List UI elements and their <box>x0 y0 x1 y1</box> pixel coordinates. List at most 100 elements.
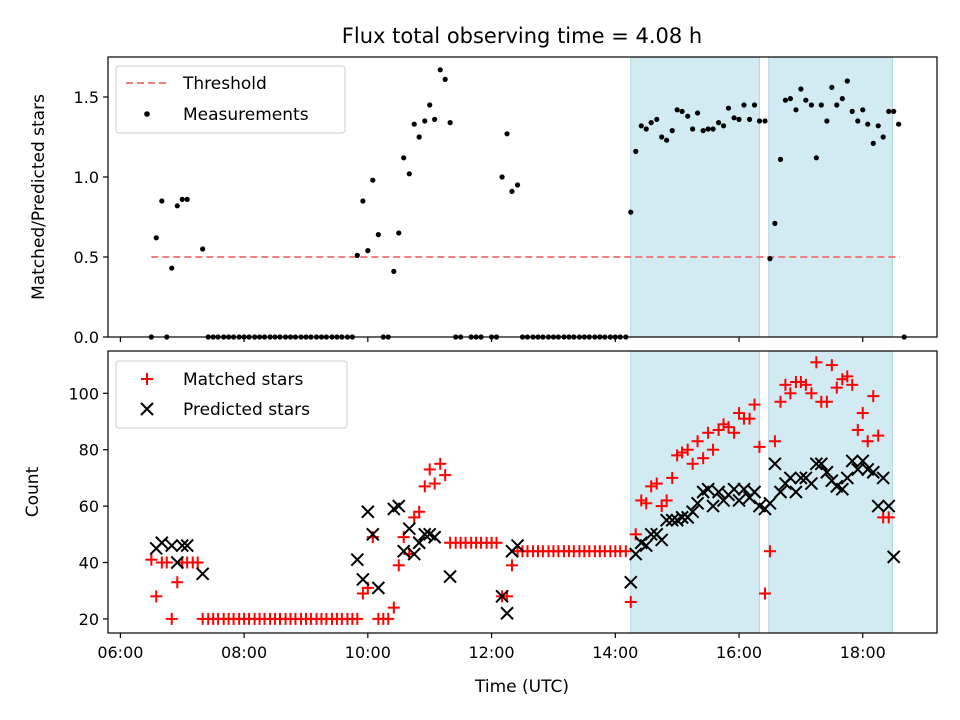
measurements-legend-label: Measurements <box>183 105 309 125</box>
measurement-point <box>690 126 696 132</box>
top-panel: 0.0 0.5 1.0 1.5 Matched/Predicted stars Thr… <box>29 56 938 347</box>
measurement-point <box>860 107 866 113</box>
predicted-star-point <box>397 544 411 558</box>
x-axis-label: Time (UTC) <box>474 677 569 697</box>
matched-star-point <box>676 446 689 459</box>
measurement-point <box>880 134 886 140</box>
measurement-point <box>896 121 902 127</box>
predicted-star-point <box>412 536 426 550</box>
y-tick-label: 100 <box>68 384 99 403</box>
predicted-star-point <box>659 513 674 527</box>
predicted-star-point <box>876 471 890 485</box>
measurement-point <box>427 102 433 108</box>
measurement-point <box>865 121 871 127</box>
measurement-point <box>849 108 855 114</box>
x-tick-label: 12:00 <box>469 643 515 662</box>
y-tick-label: 0.5 <box>74 248 99 267</box>
predicted-star-point <box>835 482 850 496</box>
matched-star-point <box>707 443 720 456</box>
top-panel-frame <box>107 56 938 338</box>
matched-star-point <box>160 556 173 569</box>
predicted-star-point <box>356 572 370 587</box>
x-tick-label: 06:00 <box>97 643 143 662</box>
predicted-star-point <box>871 499 885 513</box>
matched-star-point <box>851 423 864 436</box>
top-y-axis-label: Matched/Predicted stars <box>29 94 49 300</box>
predicted-star-point <box>856 454 870 468</box>
matched-star-point <box>697 452 710 465</box>
measurement-point <box>184 196 190 202</box>
predicted-star-point <box>629 547 643 561</box>
measurement-point <box>710 126 716 132</box>
bottom-y-axis-label: Count <box>23 466 43 517</box>
measurement-point <box>153 235 159 241</box>
predicted-star-point <box>685 505 700 519</box>
matched-legend-marker <box>141 373 153 385</box>
predicted-star-point <box>165 538 179 553</box>
matched-star-point <box>753 440 766 453</box>
x-tick-label: 14:00 <box>592 643 638 662</box>
predicted-star-point <box>851 462 865 477</box>
measurement-point <box>499 174 505 180</box>
shaded-interval-2 <box>768 350 893 634</box>
predicted-star-point <box>624 575 638 589</box>
top-legend-box <box>115 65 346 134</box>
x-tick-label: 16:00 <box>716 643 762 662</box>
measurement-point <box>855 118 861 124</box>
predicted-star-point <box>443 569 457 584</box>
predicted-star-point <box>392 499 406 513</box>
predicted-star-point <box>882 499 896 513</box>
predicted-star-point <box>768 457 782 471</box>
predicted-star-point <box>361 505 375 519</box>
predicted-star-point <box>644 527 658 542</box>
predicted-star-point <box>737 482 751 496</box>
matched-star-point <box>434 457 447 470</box>
predicted-star-point <box>732 493 746 508</box>
measurement-point <box>839 96 845 102</box>
measurement-point <box>174 203 180 209</box>
predicted-star-point <box>727 482 741 496</box>
matched-star-point <box>505 559 518 572</box>
measurement-point <box>416 134 422 140</box>
measurement-point <box>705 126 711 132</box>
matched-star-point <box>759 587 772 600</box>
measurement-point <box>628 209 634 215</box>
measurement-point <box>169 265 175 271</box>
measurement-point <box>751 102 758 108</box>
matched-star-point <box>165 612 178 625</box>
predicted-star-point <box>845 454 859 468</box>
measurement-point <box>767 256 773 262</box>
top-x-ticks <box>119 337 864 342</box>
measurement-point <box>818 102 824 108</box>
top-shaded-intervals <box>630 56 893 338</box>
predicted-star-point <box>639 538 653 553</box>
x-tick-label: 08:00 <box>221 643 267 662</box>
count-points <box>145 356 901 625</box>
measurement-point <box>391 268 397 274</box>
matched-star-point <box>191 556 204 569</box>
measurement-point <box>787 96 793 102</box>
measurement-point <box>659 134 665 140</box>
measurement-point <box>803 97 809 103</box>
predicted-star-point <box>809 457 824 471</box>
matched-star-point <box>846 378 859 391</box>
predicted-star-point <box>706 499 720 513</box>
measurement-point <box>437 67 443 73</box>
matched-star-point <box>351 612 364 625</box>
bottom-x-ticks: 06:00 08:00 10:00 12:00 14:00 16:00 18:00 <box>97 633 886 662</box>
measurement-point <box>813 155 819 161</box>
measurement-point <box>808 102 815 108</box>
measurement-point <box>509 188 515 194</box>
bottom-legend: Matched stars Predicted stars <box>115 360 348 429</box>
x-tick-label: 10:00 <box>345 643 391 662</box>
matched-star-point <box>825 359 838 372</box>
threshold-legend-label: Threshold <box>182 74 267 94</box>
measurement-point <box>685 113 691 119</box>
predicted-star-point <box>665 513 679 527</box>
matched-star-point <box>490 536 503 549</box>
predicted-star-point <box>495 589 509 604</box>
matched-star-point <box>145 553 158 566</box>
predicted-star-point <box>170 555 184 570</box>
y-tick-label: 40 <box>79 554 99 573</box>
